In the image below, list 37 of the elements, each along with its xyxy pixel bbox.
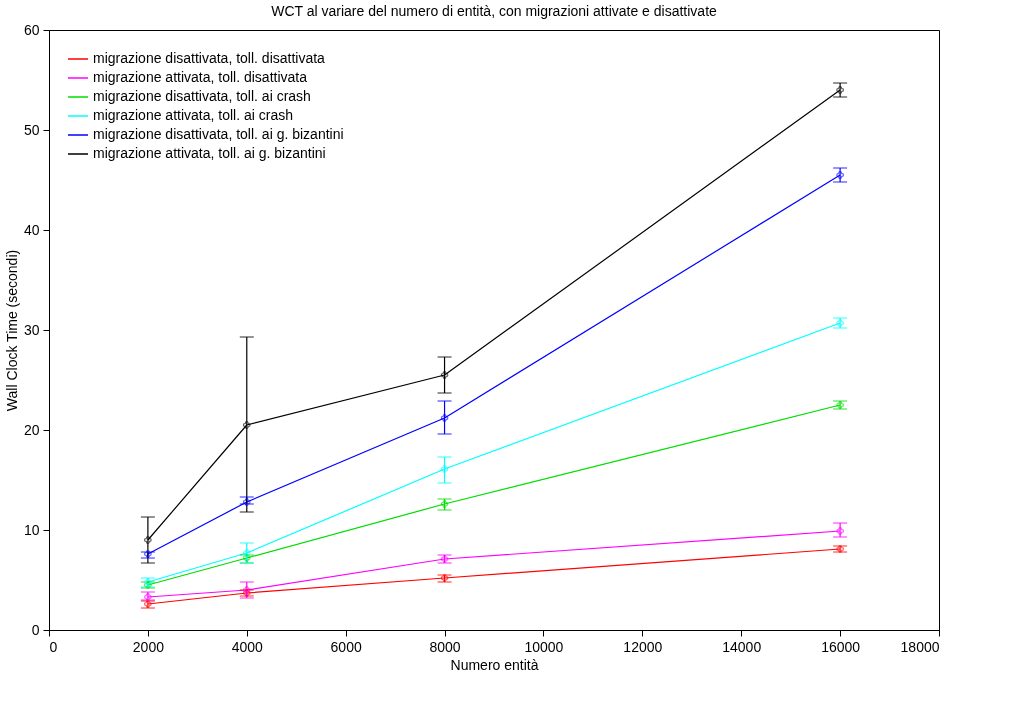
y-tick-label: 0 (31, 621, 40, 638)
point (440, 465, 449, 473)
y-tick-label: 30 (23, 321, 40, 338)
legend-label: migrazione disattivata, toll. disattivata (93, 50, 326, 66)
point (440, 414, 449, 422)
point (243, 549, 251, 557)
legend-label: migrazione attivata, toll. ai g. bizantini (93, 145, 326, 161)
x-tick-label: 10000 (524, 638, 564, 655)
legend-label: migrazione disattivata, toll. ai g. bizantini (93, 126, 344, 142)
point (836, 401, 844, 409)
y-tick-label: 40 (23, 221, 40, 238)
x-tick-label: 0 (49, 638, 58, 655)
x-tick-label: 2000 (132, 638, 165, 655)
point (836, 86, 844, 94)
x-tick-label: 18000 (900, 638, 940, 655)
y-axis-title: Wall Clock Time (secondi) (3, 249, 20, 412)
point (243, 421, 251, 429)
legend-label: migrazione attivata, toll. ai crash (93, 107, 293, 123)
chart-title: WCT al variare del numero di entità, con migrazioni attivate e disattivate (271, 3, 718, 19)
x-tick-label: 14000 (722, 638, 762, 655)
x-tick-label: 6000 (330, 638, 362, 655)
legend-label: migrazione disattivata, toll. ai crash (93, 88, 311, 104)
point (836, 527, 844, 535)
point (440, 371, 449, 379)
y-tick-label: 60 (23, 21, 40, 38)
x-tick-label: 8000 (429, 638, 461, 655)
x-tick-label: 16000 (821, 638, 861, 655)
legend-label: migrazione attivata, toll. disattivata (93, 69, 308, 85)
x-axis-title: Numero entità (450, 656, 539, 673)
point (144, 536, 152, 544)
y-tick-label: 20 (23, 421, 40, 438)
point (836, 171, 844, 179)
y-tick-label: 10 (23, 521, 40, 538)
x-tick-label: 4000 (231, 638, 264, 655)
x-tick-label: 12000 (623, 638, 663, 655)
point (836, 319, 844, 327)
y-tick-label: 50 (23, 121, 40, 138)
